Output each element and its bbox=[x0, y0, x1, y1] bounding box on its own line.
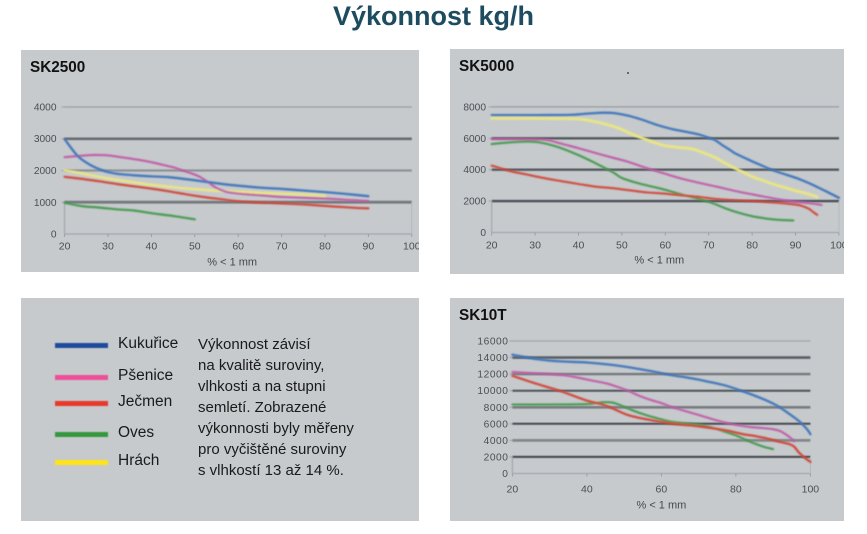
svg-text:100: 100 bbox=[830, 240, 844, 252]
svg-text:100: 100 bbox=[802, 484, 820, 496]
svg-text:% < 1 mm: % < 1 mm bbox=[207, 257, 257, 269]
svg-text:30: 30 bbox=[102, 241, 114, 253]
svg-text:80: 80 bbox=[730, 484, 742, 496]
svg-text:70: 70 bbox=[276, 241, 288, 253]
svg-text:90: 90 bbox=[363, 241, 375, 253]
svg-text:60: 60 bbox=[656, 484, 668, 496]
svg-text:3000: 3000 bbox=[34, 134, 57, 145]
svg-text:% < 1 mm: % < 1 mm bbox=[636, 500, 686, 512]
svg-text:60: 60 bbox=[659, 240, 671, 252]
svg-text:2000: 2000 bbox=[463, 197, 486, 208]
svg-text:40: 40 bbox=[146, 241, 158, 253]
svg-text:4000: 4000 bbox=[463, 165, 486, 176]
svg-text:20: 20 bbox=[507, 484, 519, 496]
svg-text:50: 50 bbox=[189, 241, 201, 253]
svg-text:SK10T: SK10T bbox=[459, 307, 507, 324]
svg-text:6000: 6000 bbox=[463, 134, 486, 145]
svg-text:0: 0 bbox=[502, 469, 508, 480]
svg-text:2000: 2000 bbox=[34, 166, 57, 177]
svg-text:40: 40 bbox=[573, 240, 585, 252]
svg-text:70: 70 bbox=[703, 240, 715, 252]
svg-text:8000: 8000 bbox=[463, 102, 486, 113]
svg-text:0: 0 bbox=[480, 228, 486, 239]
svg-text:20: 20 bbox=[59, 241, 71, 253]
svg-text:80: 80 bbox=[746, 240, 758, 252]
svg-text:40: 40 bbox=[581, 484, 593, 496]
svg-text:SK5000: SK5000 bbox=[459, 58, 514, 75]
svg-text:20: 20 bbox=[486, 240, 498, 252]
svg-text:4000: 4000 bbox=[34, 103, 57, 114]
svg-text:30: 30 bbox=[529, 240, 541, 252]
svg-text:6000: 6000 bbox=[484, 419, 509, 430]
svg-text:80: 80 bbox=[319, 241, 331, 253]
svg-text:SK2500: SK2500 bbox=[30, 59, 85, 76]
svg-text:8000: 8000 bbox=[484, 403, 509, 414]
svg-text:16000: 16000 bbox=[477, 337, 508, 348]
svg-text:4000: 4000 bbox=[484, 436, 509, 447]
svg-text:60: 60 bbox=[232, 241, 244, 253]
svg-text:100: 100 bbox=[403, 241, 419, 253]
svg-text:90: 90 bbox=[790, 240, 802, 252]
svg-text:1000: 1000 bbox=[34, 198, 57, 209]
svg-text:14000: 14000 bbox=[477, 353, 508, 364]
svg-text:10000: 10000 bbox=[477, 386, 508, 397]
svg-text:% < 1 mm: % < 1 mm bbox=[634, 255, 684, 267]
svg-text:50: 50 bbox=[616, 240, 628, 252]
svg-text:12000: 12000 bbox=[477, 370, 508, 381]
svg-text:0: 0 bbox=[51, 230, 57, 241]
svg-text:2000: 2000 bbox=[484, 452, 509, 463]
